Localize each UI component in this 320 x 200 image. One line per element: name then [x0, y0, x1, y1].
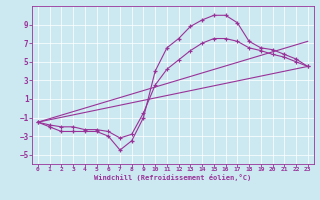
X-axis label: Windchill (Refroidissement éolien,°C): Windchill (Refroidissement éolien,°C) [94, 174, 252, 181]
